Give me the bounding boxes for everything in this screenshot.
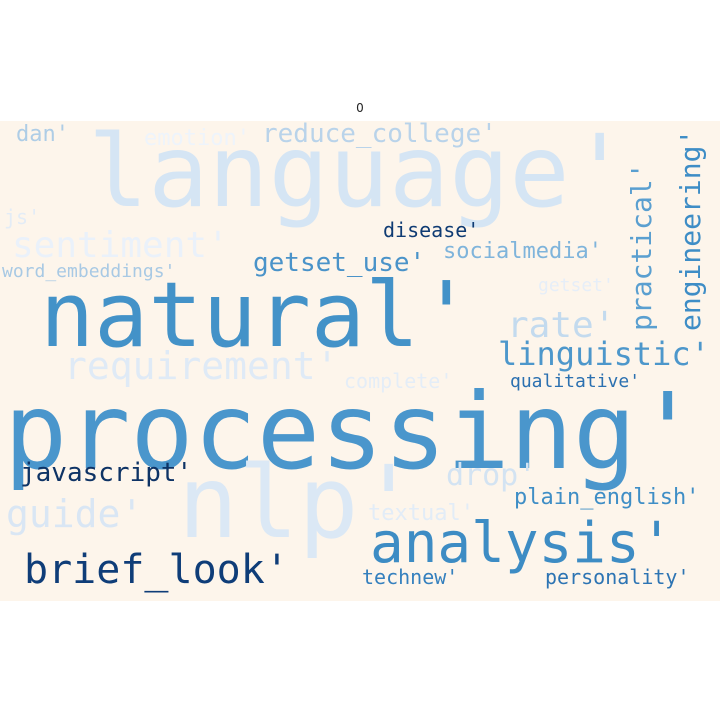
word-processing: processing' [4, 371, 700, 493]
figure-title: 0 [356, 101, 364, 115]
word-emotion: emotion' [144, 126, 250, 151]
word-dan: dan' [16, 122, 69, 147]
word-qualitative: qualitative' [510, 371, 641, 392]
word-getset-use: getset_use' [253, 248, 426, 278]
word-personality: personality' [545, 565, 690, 589]
word-sentiment: sentiment' [12, 225, 229, 266]
word-language: language' [88, 121, 630, 230]
word-practical: practical' [625, 162, 658, 331]
word-analysis: analysis' [370, 511, 674, 576]
word-plain-english: plain_english' [514, 485, 700, 510]
word-reduce-college: reduce_college' [262, 121, 497, 149]
word-natural: natural' [40, 263, 474, 368]
word-technew: technew' [362, 565, 459, 589]
word-guide: guide' [6, 492, 144, 536]
word-brief-look: brief_look' [24, 547, 289, 593]
word-getset: getset' [538, 275, 614, 296]
word-word-embeddings: word_embeddings' [2, 261, 176, 282]
word-complete: complete' [344, 369, 453, 393]
word-nlp: nlp' [178, 444, 419, 561]
word-javascript: javascript' [20, 458, 193, 488]
word-textual: textual' [368, 501, 474, 526]
word-linguistic: linguistic' [498, 335, 710, 373]
word-cloud: language' natural' processing' nlp' anal… [0, 121, 720, 601]
word-disease: disease' [383, 218, 480, 242]
word-engineering: engineering' [674, 128, 707, 331]
word-js: js' [4, 205, 41, 229]
word-socialmedia: socialmedia' [443, 239, 602, 264]
word-drop: drop' [446, 458, 537, 493]
word-requirement: requirement' [64, 344, 339, 388]
word-rate: rate' [507, 305, 616, 346]
